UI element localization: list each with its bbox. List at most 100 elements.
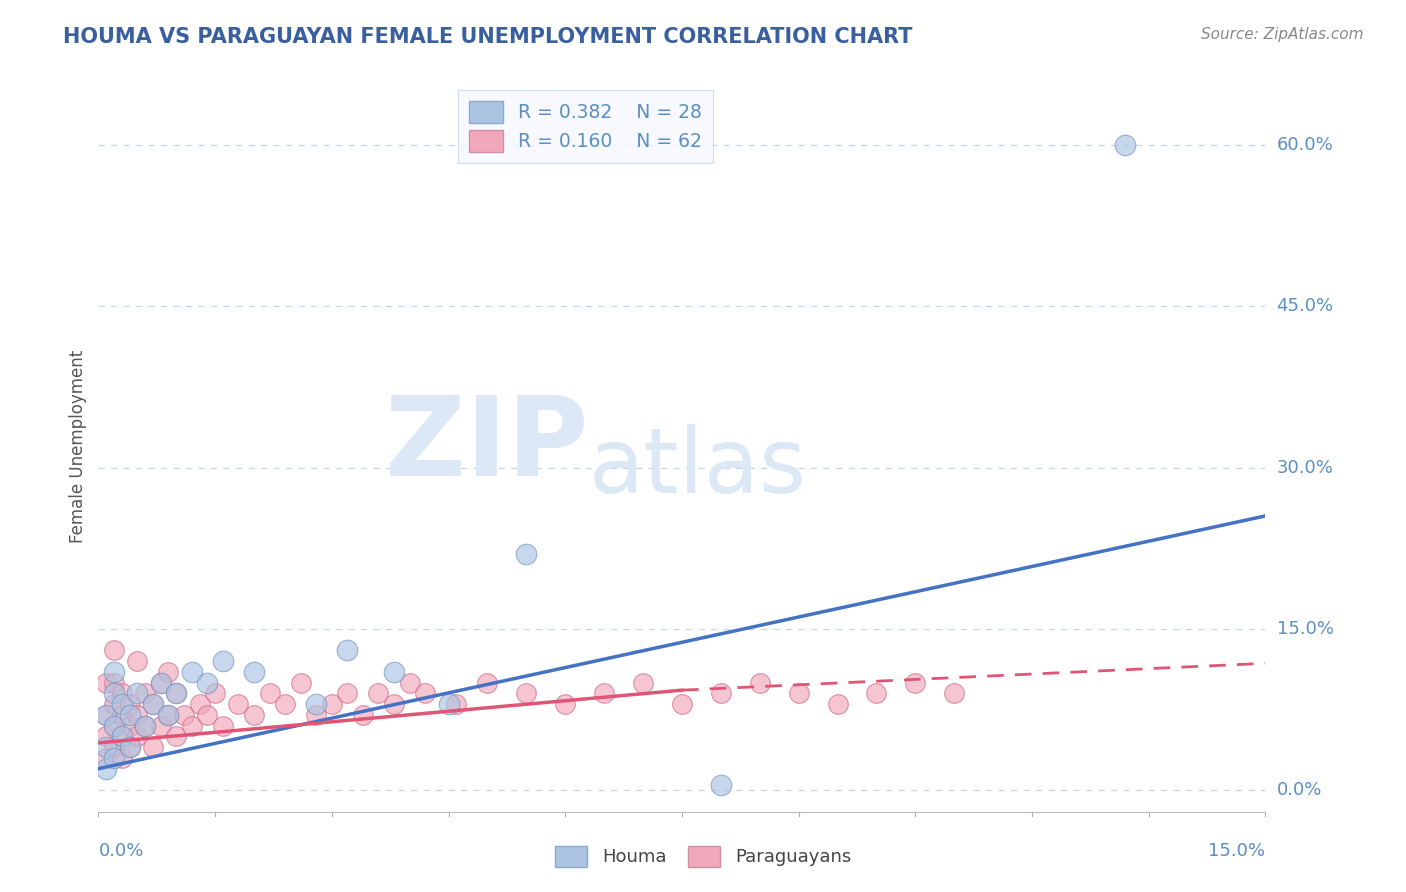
Point [437, 697, 460, 711]
Point [149, 675, 172, 690]
Point [748, 675, 770, 690]
Point [134, 686, 156, 700]
Point [157, 665, 180, 679]
Point [243, 707, 266, 722]
Point [142, 697, 165, 711]
Point [96, 707, 118, 722]
Point [96, 730, 118, 744]
Point [127, 707, 149, 722]
Text: 30.0%: 30.0% [1277, 458, 1333, 476]
Point [352, 707, 374, 722]
Point [111, 730, 134, 744]
Point [96, 675, 118, 690]
Point [103, 675, 125, 690]
Point [103, 686, 125, 700]
Point [111, 730, 134, 744]
Point [290, 675, 312, 690]
Point [1114, 137, 1136, 152]
Point [118, 740, 141, 755]
Point [103, 665, 125, 679]
Point [212, 719, 235, 733]
Point [127, 730, 149, 744]
Point [865, 686, 887, 700]
Point [96, 740, 118, 755]
Point [165, 686, 187, 700]
Point [111, 697, 134, 711]
Point [96, 751, 118, 765]
Text: 15.0%: 15.0% [1208, 842, 1265, 860]
Legend: Houma, Paraguayans: Houma, Paraguayans [547, 838, 859, 874]
Point [96, 762, 118, 776]
Text: atlas: atlas [589, 424, 807, 512]
Point [195, 707, 218, 722]
Point [165, 730, 187, 744]
Point [118, 719, 141, 733]
Point [111, 707, 134, 722]
Text: 45.0%: 45.0% [1277, 297, 1334, 315]
Point [157, 707, 180, 722]
Point [259, 686, 281, 700]
Text: HOUMA VS PARAGUAYAN FEMALE UNEMPLOYMENT CORRELATION CHART: HOUMA VS PARAGUAYAN FEMALE UNEMPLOYMENT … [63, 27, 912, 46]
Point [180, 665, 202, 679]
Point [103, 643, 125, 657]
Point [515, 686, 537, 700]
Text: 15.0%: 15.0% [1277, 620, 1333, 638]
Point [710, 778, 733, 792]
Point [173, 707, 195, 722]
Text: 0.0%: 0.0% [1277, 781, 1322, 799]
Point [593, 686, 616, 700]
Point [111, 751, 134, 765]
Point [212, 654, 235, 668]
Point [195, 675, 218, 690]
Point [149, 719, 172, 733]
Point [103, 740, 125, 755]
Point [305, 707, 328, 722]
Text: Source: ZipAtlas.com: Source: ZipAtlas.com [1201, 27, 1364, 42]
Point [710, 686, 733, 700]
Point [305, 697, 328, 711]
Point [336, 643, 359, 657]
Point [827, 697, 849, 711]
Point [134, 719, 156, 733]
Point [321, 697, 343, 711]
Point [111, 686, 134, 700]
Point [228, 697, 250, 711]
Point [103, 719, 125, 733]
Point [243, 665, 266, 679]
Point [134, 719, 156, 733]
Point [103, 719, 125, 733]
Point [103, 697, 125, 711]
Point [204, 686, 226, 700]
Point [554, 697, 576, 711]
Point [382, 697, 405, 711]
Text: ZIP: ZIP [385, 392, 589, 500]
Legend: R = 0.382    N = 28, R = 0.160    N = 62: R = 0.382 N = 28, R = 0.160 N = 62 [458, 90, 713, 163]
Point [127, 686, 149, 700]
Point [157, 707, 180, 722]
Point [477, 675, 499, 690]
Text: 0.0%: 0.0% [98, 842, 143, 860]
Point [943, 686, 966, 700]
Point [96, 707, 118, 722]
Y-axis label: Female Unemployment: Female Unemployment [69, 350, 87, 542]
Point [631, 675, 654, 690]
Point [103, 751, 125, 765]
Point [118, 740, 141, 755]
Point [515, 547, 537, 561]
Point [274, 697, 297, 711]
Point [398, 675, 420, 690]
Point [904, 675, 927, 690]
Text: 60.0%: 60.0% [1277, 136, 1333, 153]
Point [446, 697, 468, 711]
Point [142, 740, 165, 755]
Point [149, 675, 172, 690]
Point [336, 686, 359, 700]
Point [188, 697, 211, 711]
Point [382, 665, 405, 679]
Point [165, 686, 187, 700]
Point [127, 654, 149, 668]
Point [142, 697, 165, 711]
Point [671, 697, 693, 711]
Point [180, 719, 202, 733]
Point [787, 686, 810, 700]
